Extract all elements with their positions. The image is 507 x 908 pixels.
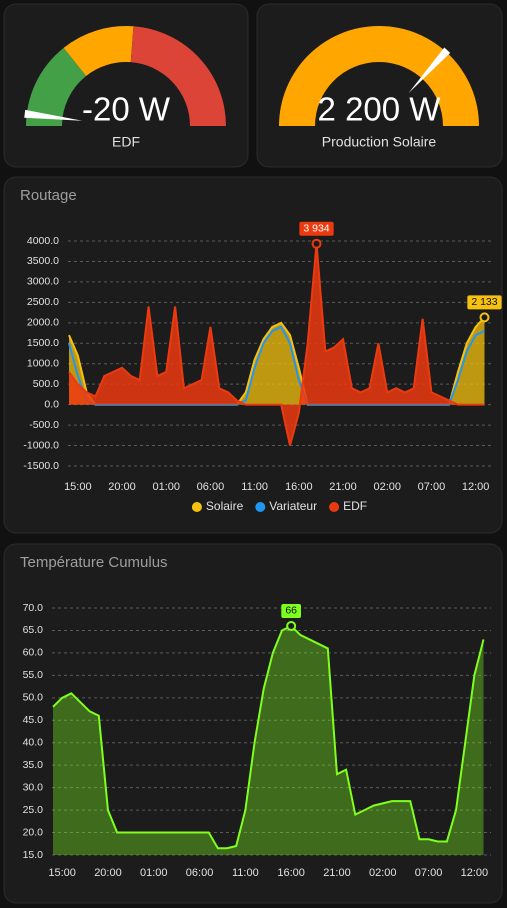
gauge-segment <box>279 26 479 126</box>
gauge-needle <box>24 109 83 121</box>
y-tick-label: 70.0 <box>23 602 44 614</box>
y-tick-label: 2500.0 <box>27 296 59 308</box>
gauge-segment <box>26 47 87 127</box>
data-label: 2 133 <box>471 296 497 308</box>
y-tick-label: -1000.0 <box>23 439 59 451</box>
x-tick-label: 12:00 <box>461 867 489 879</box>
x-tick-label: 21:00 <box>323 867 351 879</box>
y-tick-label: 20.0 <box>23 826 44 838</box>
legend-marker <box>329 502 340 512</box>
x-tick-label: 16:00 <box>277 867 305 879</box>
y-tick-label: 40.0 <box>23 737 44 749</box>
y-tick-label: 25.0 <box>23 804 44 816</box>
data-label-bg <box>281 603 302 618</box>
gauge-title: EDF <box>112 134 140 150</box>
x-tick-label: 11:00 <box>232 867 259 879</box>
y-tick-label: 50.0 <box>23 692 44 704</box>
y-tick-label: 1000.0 <box>27 358 59 370</box>
data-label-bg <box>299 221 334 236</box>
card <box>256 3 503 168</box>
x-tick-label: 01:00 <box>152 481 180 493</box>
y-tick-label: 500.0 <box>33 378 59 390</box>
data-label: 3 934 <box>303 222 329 234</box>
x-tick-label: 15:00 <box>64 481 92 493</box>
data-label: 66 <box>285 605 297 617</box>
series-area <box>53 625 484 855</box>
x-tick-label: 12:00 <box>462 481 490 493</box>
card-title: Routage <box>20 187 77 204</box>
y-tick-label: 3000.0 <box>27 276 59 288</box>
gauge-value: -20 W <box>82 91 171 128</box>
y-tick-label: -1500.0 <box>23 460 59 472</box>
y-tick-label: 4000.0 <box>27 235 59 247</box>
gauge-segment <box>130 26 226 127</box>
data-point <box>311 238 322 249</box>
data-label-bg <box>467 295 502 310</box>
legend-label: Solaire <box>206 499 244 513</box>
y-tick-label: 35.0 <box>23 759 44 771</box>
x-tick-label: 02:00 <box>373 481 401 493</box>
y-tick-label: 2000.0 <box>27 317 59 329</box>
card <box>3 176 503 534</box>
series-area <box>69 243 485 446</box>
x-tick-label: 06:00 <box>186 867 214 879</box>
y-tick-label: -500.0 <box>29 419 59 431</box>
x-tick-label: 11:00 <box>241 481 268 493</box>
y-tick-label: 1500.0 <box>27 337 59 349</box>
legend-marker <box>255 502 266 512</box>
gauge-segment <box>63 26 134 76</box>
y-tick-label: 0.0 <box>44 398 59 410</box>
gauge-needle <box>408 47 451 94</box>
x-tick-label: 20:00 <box>94 867 122 879</box>
x-tick-label: 16:00 <box>285 481 313 493</box>
x-tick-label: 07:00 <box>418 481 446 493</box>
legend-marker <box>191 502 202 512</box>
y-tick-label: 55.0 <box>23 669 44 681</box>
data-point <box>479 312 490 323</box>
x-tick-label: 01:00 <box>140 867 168 879</box>
data-point <box>286 620 297 631</box>
series-line <box>52 624 485 850</box>
y-tick-label: 60.0 <box>23 647 44 659</box>
card-title: Température Cumulus <box>20 554 168 571</box>
gauge-value: 2 200 W <box>318 91 442 128</box>
y-tick-label: 45.0 <box>23 714 44 726</box>
x-tick-label: 02:00 <box>369 867 397 879</box>
y-tick-label: 30.0 <box>23 781 44 793</box>
x-tick-label: 06:00 <box>197 481 225 493</box>
series-line <box>68 243 485 446</box>
card <box>3 543 503 904</box>
x-tick-label: 07:00 <box>415 867 443 879</box>
y-tick-label: 15.0 <box>23 849 44 861</box>
y-tick-label: 3500.0 <box>27 255 59 267</box>
series-area <box>69 317 485 405</box>
card <box>3 3 249 168</box>
legend-label: EDF <box>343 499 367 513</box>
x-tick-label: 20:00 <box>108 481 136 493</box>
y-tick-label: 65.0 <box>23 624 44 636</box>
legend-label: Variateur <box>269 499 317 513</box>
x-tick-label: 15:00 <box>48 867 76 879</box>
x-tick-label: 21:00 <box>329 481 357 493</box>
gauge-title: Production Solaire <box>322 134 437 150</box>
